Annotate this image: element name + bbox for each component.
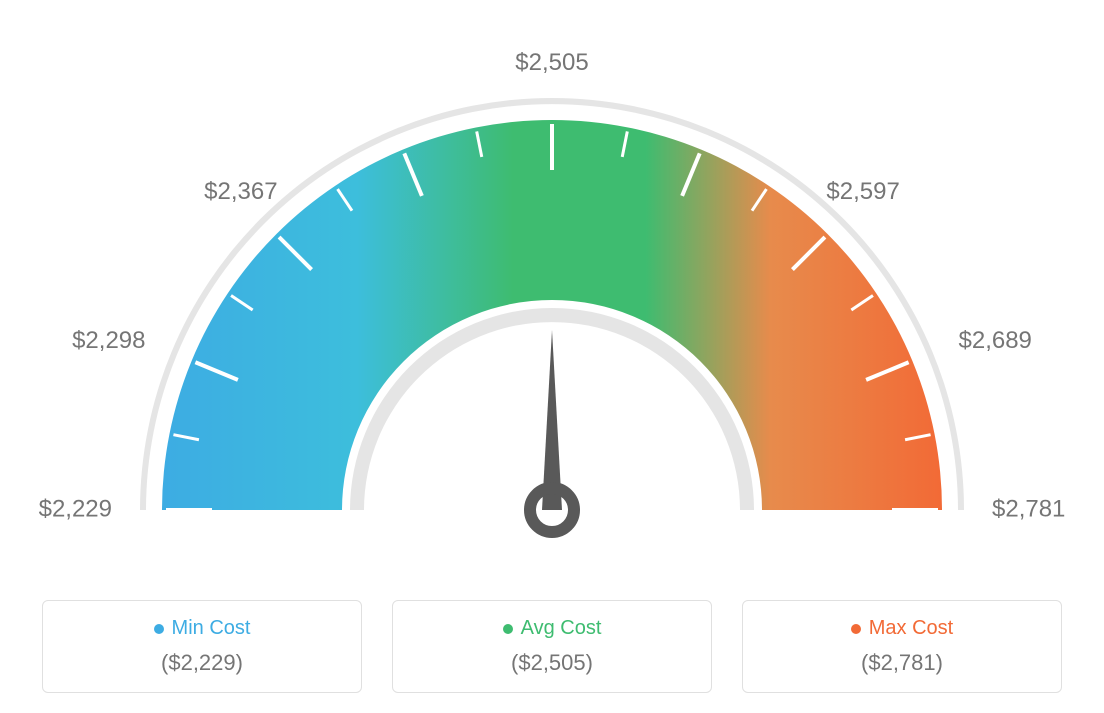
dot-icon [154, 624, 164, 634]
dot-icon [851, 624, 861, 634]
legend-avg-label: Avg Cost [403, 617, 701, 640]
dot-icon [503, 624, 513, 634]
legend-max-value: ($2,781) [753, 650, 1051, 676]
gauge-tick-label: $2,597 [826, 178, 899, 205]
gauge-tick-label: $2,229 [39, 495, 112, 522]
legend-max-label: Max Cost [753, 617, 1051, 640]
gauge-tick-label: $2,367 [204, 178, 277, 205]
gauge-svg: $2,229 $2,298 $2,367 $2,505 $2,597 $2,689 $2,7… [20, 20, 1084, 580]
cost-gauge-chart: $2,229 $2,298 $2,367 $2,505 $2,597 $2,689 $2,7… [20, 20, 1084, 693]
gauge-tick-label: $2,505 [515, 49, 588, 76]
legend-avg-text: Avg Cost [521, 617, 602, 640]
legend-min-text: Min Cost [172, 617, 251, 640]
legend-row: Min Cost ($2,229) Avg Cost ($2,505) Max … [20, 600, 1084, 693]
legend-avg-value: ($2,505) [403, 650, 701, 676]
gauge-tick-label: $2,298 [72, 327, 145, 354]
legend-card-max: Max Cost ($2,781) [742, 600, 1062, 693]
gauge-tick-label: $2,781 [992, 495, 1065, 522]
legend-min-value: ($2,229) [53, 650, 351, 676]
gauge-tick-label: $2,689 [959, 327, 1032, 354]
legend-card-avg: Avg Cost ($2,505) [392, 600, 712, 693]
legend-max-text: Max Cost [869, 617, 953, 640]
legend-card-min: Min Cost ($2,229) [42, 600, 362, 693]
legend-min-label: Min Cost [53, 617, 351, 640]
